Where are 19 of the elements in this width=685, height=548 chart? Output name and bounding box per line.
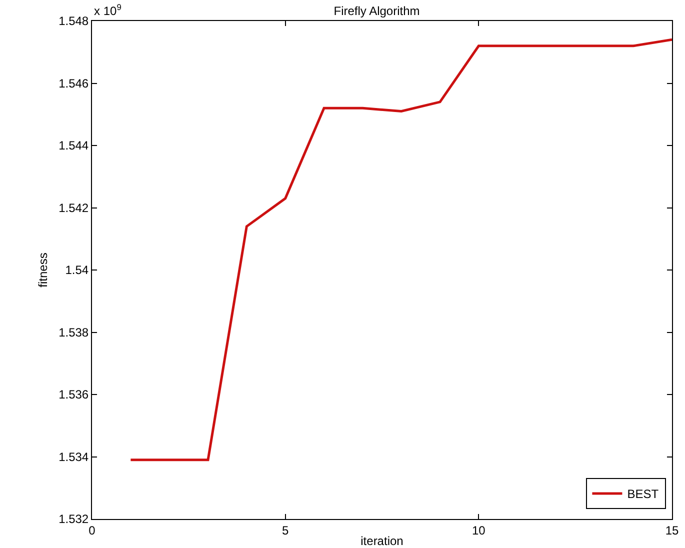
chart-title: Firefly Algorithm	[334, 4, 420, 18]
y-tick-label: 1.548	[58, 14, 89, 28]
x-tick-label: 15	[665, 523, 679, 538]
y-tick-label: 1.544	[58, 138, 89, 153]
x-tick-label: 5	[282, 523, 289, 538]
y-tick-label: 1.546	[58, 76, 89, 90]
x-axis-title: iteration	[360, 534, 404, 548]
x-tick-label: 0	[88, 523, 96, 538]
y-tick-label: 1.542	[58, 200, 89, 215]
line-series	[129, 38, 672, 462]
y-axis-title: fitness	[36, 252, 50, 288]
legend-label: BEST	[627, 487, 660, 502]
y-tick-label: 1.532	[58, 512, 89, 526]
y-tick-label: 1.536	[58, 388, 89, 402]
text: x 10$^{9}$	[94, 2, 122, 18]
y-tick-label: 1.538	[58, 325, 89, 340]
y-tick-label: 1.54	[65, 263, 89, 278]
y-tick-label: 1.534	[58, 450, 89, 464]
x-tick-label: 10	[472, 523, 486, 538]
